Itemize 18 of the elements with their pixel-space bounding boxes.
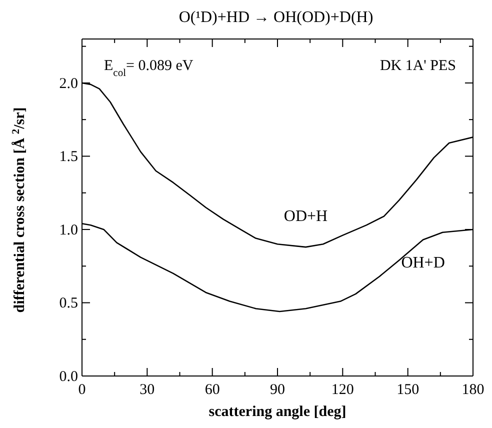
- x-tick-label: 90: [270, 382, 285, 398]
- chart-title: O(¹D)+HD → OH(OD)+D(H): [178, 8, 374, 28]
- y-tick-label: 0.0: [59, 369, 78, 385]
- x-tick-label: 60: [204, 382, 220, 398]
- y-tick-label: 0.5: [59, 296, 78, 312]
- y-tick-label: 2.0: [59, 76, 78, 92]
- legend-label: OH+D: [401, 254, 445, 272]
- x-tick-label: 150: [396, 382, 420, 398]
- series-label: OD+H: [284, 208, 328, 226]
- y-tick-label: 1.5: [59, 149, 78, 166]
- x-tick-label: 0: [78, 382, 86, 398]
- x-axis-title: scattering angle [deg]: [208, 404, 346, 420]
- x-tick-label: 180: [462, 382, 484, 398]
- x-tick-label: 30: [140, 382, 155, 398]
- x-tick-label: 120: [331, 382, 354, 398]
- annotation: DK 1A' PES: [380, 58, 456, 74]
- annotation: E$_{col}$= 0.089 eV: [104, 58, 194, 78]
- y-tick-label: 1.0: [59, 222, 78, 238]
